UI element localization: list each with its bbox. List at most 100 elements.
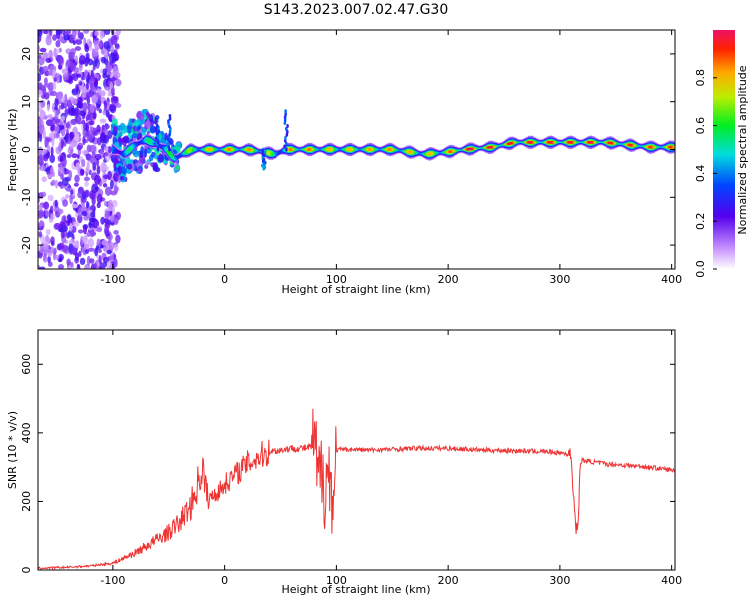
- noise-blob: [89, 126, 95, 134]
- noise-blob: [115, 234, 121, 244]
- noise-blob: [43, 154, 49, 162]
- noise-blob: [58, 64, 62, 70]
- noise-blob: [50, 236, 55, 245]
- noise-blob: [49, 154, 56, 163]
- noise-blob: [71, 30, 77, 39]
- x-tick-label: 0: [221, 273, 228, 286]
- noise-blob: [42, 254, 47, 262]
- noise-blob: [49, 205, 54, 214]
- noise-blob: [112, 65, 119, 76]
- noise-blob: [50, 212, 55, 221]
- x-tick-label: 400: [661, 273, 682, 286]
- spike-mark: [154, 136, 158, 141]
- noise-blob: [96, 202, 101, 209]
- x-tick-label: -100: [100, 574, 125, 587]
- y-tick-label: 200: [20, 491, 33, 512]
- x-tick-label: 200: [438, 273, 459, 286]
- noise-blob: [75, 132, 79, 139]
- noise-blob: [47, 256, 51, 264]
- transition-blob: [143, 148, 148, 158]
- noise-blob: [38, 57, 45, 66]
- noise-blob: [54, 97, 59, 108]
- noise-blob: [109, 234, 113, 240]
- noise-blob: [38, 30, 43, 37]
- noise-blob: [94, 77, 99, 88]
- top-x-axis: -100 0 100 200 300 400: [100, 30, 682, 286]
- transition-blob: [152, 161, 159, 172]
- noise-blob: [61, 221, 67, 230]
- noise-blob: [72, 126, 78, 135]
- noise-blob: [61, 177, 69, 187]
- noise-blob: [103, 101, 108, 109]
- top-y-axis: -20 -10 0 10 20: [20, 47, 675, 254]
- noise-blob: [103, 41, 110, 50]
- noise-blob: [55, 48, 60, 54]
- noise-blob: [38, 204, 43, 211]
- noise-blob: [105, 124, 110, 130]
- noise-blob: [38, 165, 46, 171]
- noise-blob: [53, 77, 57, 82]
- noise-blob: [83, 214, 90, 221]
- noise-blob: [51, 117, 56, 126]
- noise-blob: [98, 41, 103, 48]
- noise-blob: [112, 56, 119, 62]
- noise-blob: [81, 119, 86, 125]
- noise-blob: [90, 211, 96, 218]
- noise-blob: [77, 264, 81, 269]
- noise-blob: [87, 238, 95, 248]
- x-tick-label: 300: [549, 273, 570, 286]
- noise-blob: [114, 102, 122, 108]
- noise-blob: [109, 179, 114, 190]
- noise-blob: [102, 68, 107, 76]
- noise-blob: [38, 266, 46, 269]
- transition-blob: [133, 150, 140, 158]
- x-tick-label: 100: [326, 273, 347, 286]
- spike-mark: [284, 135, 287, 140]
- noise-blob: [70, 261, 74, 268]
- noise-blob: [86, 255, 91, 266]
- noise-blob: [113, 185, 119, 195]
- spike-mark: [260, 163, 264, 168]
- transition-blob: [118, 130, 123, 138]
- noise-blob: [65, 194, 70, 199]
- noise-blob: [66, 153, 72, 159]
- noise-blob: [92, 219, 100, 229]
- noise-blob: [109, 104, 117, 114]
- noise-blob: [113, 258, 118, 268]
- noise-blob: [68, 223, 73, 232]
- colorbar-tick-label: 0.4: [694, 165, 707, 183]
- noise-blob: [100, 216, 105, 225]
- noise-blob: [111, 199, 118, 208]
- noise-blob: [53, 132, 60, 139]
- noise-blob: [55, 124, 60, 133]
- noise-blob: [45, 119, 53, 127]
- spike-mark: [167, 119, 170, 124]
- noise-blob: [90, 31, 94, 38]
- noise-blob: [54, 199, 58, 208]
- noise-blob: [114, 43, 120, 50]
- noise-blob: [81, 210, 88, 217]
- noise-blob: [100, 162, 107, 171]
- noise-blob: [59, 184, 64, 189]
- y-tick-label: 0: [20, 146, 33, 153]
- noise-blob: [40, 248, 47, 254]
- transition-blob: [158, 133, 162, 141]
- noise-blob: [50, 146, 54, 156]
- noise-blob: [55, 40, 61, 48]
- transition-blob: [133, 119, 140, 127]
- noise-blob: [62, 199, 69, 207]
- noise-blob: [69, 131, 75, 139]
- noise-blob: [38, 132, 42, 139]
- transition-blob: [145, 161, 150, 166]
- y-tick-label: 10: [20, 95, 33, 109]
- colorbar-tick-label: 0.2: [694, 212, 707, 230]
- transition-blob: [117, 165, 123, 175]
- noise-blob: [71, 203, 78, 209]
- noise-blob: [60, 115, 66, 121]
- spike-mark: [154, 127, 158, 132]
- noise-blob: [107, 130, 113, 140]
- noise-blob: [59, 121, 63, 126]
- transition-blob: [117, 136, 122, 143]
- spike-mark: [157, 129, 161, 134]
- noise-blob: [91, 94, 99, 104]
